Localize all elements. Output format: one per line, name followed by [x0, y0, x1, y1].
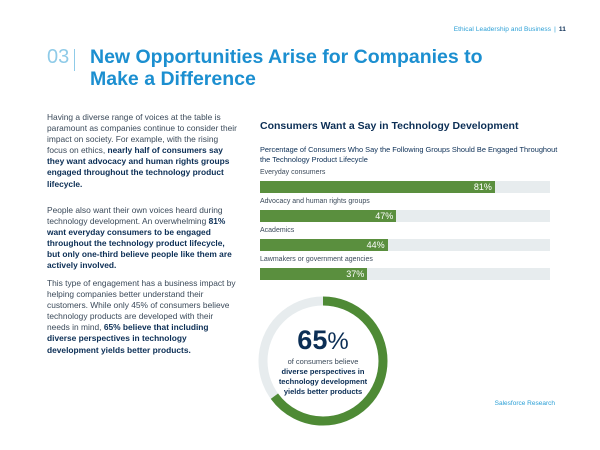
paragraph-text: Having a diverse range of voices at the … [47, 112, 237, 156]
paragraph-highlight: 81% want everyday consumers to be engage… [47, 216, 232, 271]
bar-label: Lawmakers or government agencies [260, 256, 373, 263]
section-divider [74, 49, 75, 71]
bar-label: Advocacy and human rights groups [260, 198, 370, 205]
donut-caption-2: diverse perspectives in technology devel… [278, 367, 368, 396]
source-credit: Salesforce Research [494, 400, 555, 407]
paragraph-highlight: nearly half of consumers say they want a… [47, 145, 230, 189]
bar-row: Lawmakers or government agencies 37% [260, 256, 550, 280]
donut-percentage: 65% [257, 325, 389, 356]
bar-track: 47% [260, 210, 550, 222]
chart-title: Consumers Want a Say in Technology Devel… [260, 120, 519, 132]
donut-caption-1: of consumers believe [287, 357, 359, 366]
bar-track: 37% [260, 268, 550, 280]
bar-value-label: 81% [473, 182, 492, 192]
body-paragraph-3: This type of engagement has a business i… [47, 278, 237, 356]
section-title: New Opportunities Arise for Companies to… [90, 46, 483, 90]
bar-label: Academics [260, 227, 295, 234]
header-separator: | [554, 26, 556, 33]
page-header: Ethical Leadership and Business | 11 [454, 26, 566, 33]
donut-percent-sign: % [327, 328, 349, 355]
bar-row: Academics 44% [260, 227, 550, 251]
donut-chart: 65% of consumers believe diverse perspec… [257, 295, 389, 427]
bar-value-label: 47% [375, 211, 394, 221]
bar-value-label: 37% [346, 269, 365, 279]
body-paragraph-2: People also want their own voices heard … [47, 205, 237, 272]
report-name: Ethical Leadership and Business [453, 26, 552, 33]
bar-row: Everyday consumers 81% [260, 169, 550, 193]
chart-subtitle: Percentage of Consumers Who Say the Foll… [260, 145, 558, 164]
bar-row: Advocacy and human rights groups 47% [260, 198, 550, 222]
body-paragraph-1: Having a diverse range of voices at the … [47, 112, 237, 190]
paragraph-highlight: 65% believe that including diverse persp… [47, 322, 209, 355]
section-number: 03 [47, 46, 70, 68]
page-number: 11 [558, 26, 566, 33]
donut-svg [258, 296, 388, 426]
donut-value: 65 [297, 325, 328, 355]
paragraph-text: This type of engagement has a business i… [47, 278, 236, 333]
bar-value-label: 44% [366, 240, 385, 250]
bar-track: 44% [260, 239, 550, 251]
bar-label: Everyday consumers [260, 169, 326, 176]
bar-track: 81% [260, 181, 550, 193]
bar [260, 210, 397, 222]
bar [260, 181, 495, 193]
donut-arc [258, 296, 388, 426]
bar [260, 239, 388, 251]
paragraph-text: People also want their own voices heard … [47, 205, 223, 227]
bar [260, 268, 368, 280]
